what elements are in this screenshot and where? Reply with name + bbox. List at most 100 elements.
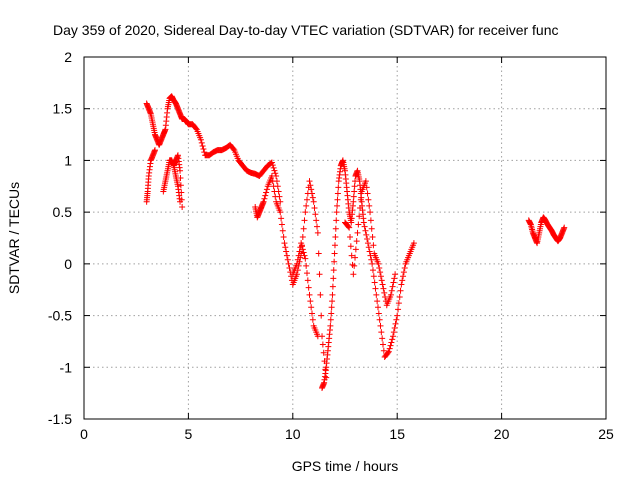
data-point	[387, 342, 394, 349]
data-point	[298, 243, 305, 250]
data-point	[346, 224, 353, 231]
data-point	[347, 243, 354, 250]
data-point	[362, 227, 369, 234]
y-tick-label: 0.5	[53, 204, 73, 220]
data-point	[314, 333, 321, 340]
data-point	[177, 175, 184, 182]
data-point	[394, 312, 401, 319]
data-point	[329, 298, 336, 305]
x-axis-title: GPS time / hours	[292, 458, 399, 474]
y-tick-label: 1	[64, 152, 72, 168]
data-point	[308, 304, 315, 311]
data-point	[360, 219, 367, 226]
data-point	[377, 269, 384, 276]
data-point	[269, 178, 276, 185]
data-point	[261, 195, 268, 202]
data-point	[364, 240, 371, 247]
data-point	[197, 136, 204, 143]
data-point	[263, 189, 270, 196]
data-point	[369, 233, 376, 240]
data-point	[334, 190, 341, 197]
data-point	[354, 229, 361, 236]
data-point	[392, 271, 399, 278]
data-point	[283, 248, 290, 255]
data-point	[365, 196, 372, 203]
data-point	[307, 298, 314, 305]
data-point	[401, 264, 408, 271]
data-point	[268, 159, 275, 166]
data-point	[230, 146, 237, 153]
data-point	[335, 184, 342, 191]
data-point	[299, 246, 306, 253]
data-point	[272, 170, 279, 177]
data-point	[270, 164, 277, 171]
data-point	[318, 312, 325, 319]
data-point	[382, 293, 389, 300]
data-point	[363, 231, 370, 238]
data-point	[379, 281, 386, 288]
x-tick-label: 0	[80, 426, 88, 442]
data-point	[377, 322, 384, 329]
plot-frame	[83, 56, 607, 420]
data-point	[381, 289, 388, 296]
data-point	[309, 316, 316, 323]
data-point	[347, 233, 354, 240]
data-point	[178, 189, 185, 196]
data-point	[376, 316, 383, 323]
data-point	[378, 277, 385, 284]
data-point	[400, 273, 407, 280]
data-point	[294, 256, 301, 263]
data-point	[392, 320, 399, 327]
data-point	[286, 264, 293, 271]
y-tick-label: 1.5	[53, 101, 73, 117]
data-point	[362, 178, 369, 185]
data-point	[278, 215, 285, 222]
data-point	[396, 293, 403, 300]
data-point	[285, 260, 292, 267]
data-point	[284, 256, 291, 263]
data-point	[345, 223, 352, 230]
y-tick-label: 0	[64, 256, 72, 272]
data-point	[199, 142, 206, 149]
data-point	[375, 310, 382, 317]
data-point	[350, 193, 357, 200]
data-point	[303, 196, 310, 203]
data-point	[352, 246, 359, 253]
data-point	[279, 227, 286, 234]
data-point	[398, 281, 405, 288]
data-point	[391, 275, 398, 282]
data-point	[369, 260, 376, 267]
x-tick-label: 15	[389, 426, 405, 442]
data-point	[329, 283, 336, 290]
data-point	[361, 223, 368, 230]
data-point	[328, 310, 335, 317]
data-point	[399, 277, 406, 284]
data-point	[561, 224, 568, 231]
data-point	[304, 277, 311, 284]
data-point	[363, 184, 370, 191]
data-point	[293, 260, 300, 267]
data-point	[364, 236, 371, 243]
data-point	[334, 202, 341, 209]
data-point	[192, 125, 199, 132]
data-point	[332, 233, 339, 240]
data-point	[280, 233, 287, 240]
data-point	[353, 238, 360, 245]
data-point	[371, 279, 378, 286]
data-point	[375, 260, 382, 267]
data-point	[379, 335, 386, 342]
data-point	[391, 324, 398, 331]
data-point	[389, 336, 396, 343]
data-point	[370, 273, 377, 280]
data-point	[319, 341, 326, 348]
data-point	[272, 193, 279, 200]
data-points	[143, 93, 568, 391]
data-point	[296, 248, 303, 255]
data-point	[355, 221, 362, 228]
data-point	[300, 225, 307, 232]
data-point	[366, 202, 373, 209]
data-point	[303, 270, 310, 277]
data-point	[314, 229, 321, 236]
data-point	[314, 223, 321, 230]
data-point	[357, 205, 364, 212]
